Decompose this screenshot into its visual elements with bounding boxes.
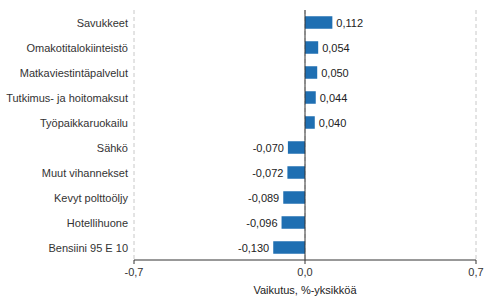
data-label: -0,130 xyxy=(238,242,269,254)
grid-line xyxy=(134,10,135,260)
x-tick-label: 0,0 xyxy=(297,266,312,278)
chart-container: -0,7 0,0 0,7 Vaikutus, %-yksikköä Bensiini 9… xyxy=(0,0,492,302)
x-tick xyxy=(476,260,477,264)
data-label: 0,044 xyxy=(320,92,348,104)
data-label: -0,096 xyxy=(246,217,277,229)
category-label: Työpaikkaruokailu xyxy=(40,117,128,129)
category-label: Savukkeet xyxy=(77,17,128,29)
data-label: -0,070 xyxy=(253,142,284,154)
data-label: -0,072 xyxy=(252,167,283,179)
bar xyxy=(283,191,305,204)
bar xyxy=(282,216,305,229)
category-label: Omakotitalokiinteistö xyxy=(27,42,129,54)
x-axis: -0,7 0,0 0,7 xyxy=(125,260,484,278)
category-label: Sähkö xyxy=(97,142,128,154)
grid xyxy=(134,10,476,260)
chart: -0,7 0,0 0,7 Vaikutus, %-yksikköä Bensiini 9… xyxy=(0,0,492,302)
data-label: 0,054 xyxy=(322,42,350,54)
zero-line xyxy=(305,10,306,260)
category-label: Muut vihannekset xyxy=(42,167,128,179)
grid-line xyxy=(305,10,306,260)
data-label: 0,050 xyxy=(321,67,349,79)
category-label: Matkaviestintäpalvelut xyxy=(20,67,128,79)
grid-line xyxy=(476,10,477,260)
bar xyxy=(305,91,316,104)
data-label: -0,089 xyxy=(248,192,279,204)
x-tick-label: 0,7 xyxy=(468,266,483,278)
y-axis: Bensiini 95 E 10 Hotellihuone Kevyt poltto… xyxy=(6,17,128,254)
category-label: Tutkimus- ja hoitomaksut xyxy=(6,92,128,104)
data-labels: -0,130 -0,096 -0,089 -0,072 -0,070 0,040 0,044… xyxy=(238,17,363,254)
bar xyxy=(305,66,317,79)
x-tick-label: -0,7 xyxy=(125,266,144,278)
category-label: Kevyt polttoöljy xyxy=(54,192,128,204)
bar xyxy=(288,141,305,154)
x-tick xyxy=(134,260,135,264)
category-label: Hotellihuone xyxy=(67,217,128,229)
background xyxy=(0,0,492,302)
bar xyxy=(305,41,318,54)
bar xyxy=(305,116,315,129)
data-label: 0,112 xyxy=(336,17,363,29)
data-label: 0,040 xyxy=(319,117,347,129)
bar xyxy=(273,241,305,254)
x-tick xyxy=(305,260,306,264)
bar xyxy=(305,16,332,29)
category-label: Bensiini 95 E 10 xyxy=(49,242,129,254)
x-axis-label: Vaikutus, %-yksikköä xyxy=(253,284,357,296)
bar xyxy=(287,166,305,179)
